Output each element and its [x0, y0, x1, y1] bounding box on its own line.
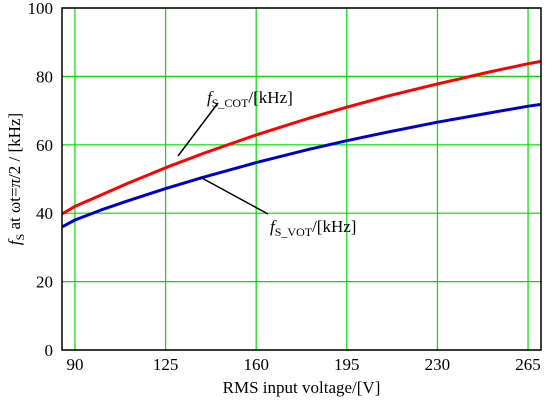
y-axis-label-f: f	[5, 238, 24, 245]
y-axis-label-pi: π	[5, 178, 24, 187]
y-tick-label: 0	[45, 341, 54, 360]
y-tick-label: 80	[36, 67, 53, 86]
x-tick-label: 265	[515, 355, 541, 374]
plot-frame	[61, 7, 542, 351]
series-line-cot	[61, 59, 542, 216]
x-tick-label: 125	[153, 355, 179, 374]
y-tick-label: 60	[36, 136, 53, 155]
y-tick-label: 20	[36, 273, 53, 292]
y-axis-label-subscript: S	[13, 234, 27, 241]
x-tick-label: 160	[243, 355, 269, 374]
annotations: fS_COT/[kHz] fS_VOT/[kHz]	[177, 88, 356, 239]
annotation-vot: fS_VOT/[kHz]	[270, 217, 356, 239]
y-axis-label-tail: /2 / [kHz]	[5, 113, 24, 179]
y-tick-label: 40	[36, 204, 53, 223]
x-tick-label: 230	[425, 355, 451, 374]
annotation-leader-vot	[199, 176, 269, 215]
series-line-vot	[61, 102, 542, 229]
x-tick-label: 195	[334, 355, 360, 374]
y-tick-label: 100	[28, 0, 54, 18]
y-axis-label-mid: at ωt=	[5, 187, 24, 233]
grid	[62, 7, 541, 351]
tick-labels: 90 125 160 195 230 265 0 20 40 60 80 100	[28, 0, 541, 374]
y-axis-label: fS at ωt=π/2 / [kHz]	[5, 113, 27, 245]
x-axis-label: RMS input voltage/[V]	[223, 378, 381, 397]
x-tick-label: 90	[66, 355, 83, 374]
annotation-leader-cot	[177, 102, 219, 157]
series-layer	[61, 59, 542, 229]
annotation-cot: fS_COT/[kHz]	[207, 88, 293, 110]
